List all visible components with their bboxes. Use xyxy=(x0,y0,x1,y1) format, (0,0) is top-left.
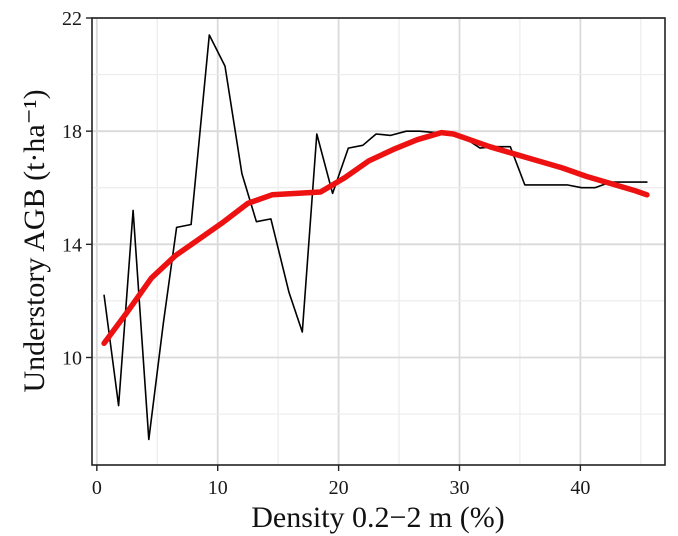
x-axis-title: Density 0.2−2 m (%) xyxy=(251,501,505,534)
x-tick-label: 20 xyxy=(329,477,349,499)
x-tick-label: 30 xyxy=(449,477,469,499)
y-tick-label: 14 xyxy=(62,234,82,256)
plot-background xyxy=(92,18,665,465)
y-tick-label: 22 xyxy=(62,8,82,30)
y-tick-label: 10 xyxy=(62,347,82,369)
ticks: 0 10 20 30 40 10 14 18 22 xyxy=(62,8,590,499)
trend-line xyxy=(101,129,650,347)
plot-frame xyxy=(91,17,666,466)
x-tick-label: 40 xyxy=(570,477,590,499)
y-axis-title: Understory AGB (t·ha⁻¹) xyxy=(18,89,51,392)
x-tick-label: 0 xyxy=(92,477,102,499)
observed-line xyxy=(103,34,648,441)
y-tick-label: 18 xyxy=(62,121,82,143)
x-tick-label: 10 xyxy=(208,477,228,499)
series-group xyxy=(101,34,650,441)
